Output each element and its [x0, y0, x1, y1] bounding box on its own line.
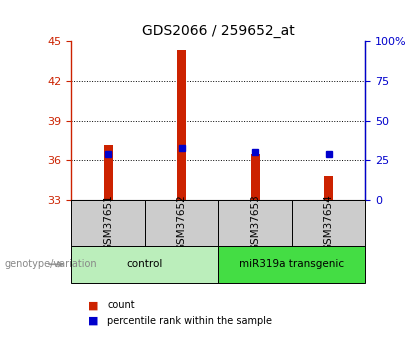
Text: count: count — [107, 300, 135, 310]
Bar — [251, 154, 260, 200]
Bar — [292, 200, 365, 246]
Text: ■: ■ — [88, 300, 102, 310]
Text: GSM37651: GSM37651 — [103, 195, 113, 251]
Text: GSM37654: GSM37654 — [324, 195, 333, 251]
Text: GSM37652: GSM37652 — [177, 195, 186, 251]
Bar — [177, 50, 186, 200]
Text: control: control — [127, 259, 163, 269]
Text: GSM37653: GSM37653 — [250, 195, 260, 251]
Bar — [145, 200, 218, 246]
Bar — [71, 200, 145, 246]
Text: genotype/variation: genotype/variation — [4, 259, 97, 269]
Bar — [324, 176, 333, 200]
Text: ■: ■ — [88, 316, 102, 326]
Bar — [104, 145, 113, 200]
Text: miR319a transgenic: miR319a transgenic — [239, 259, 344, 269]
Bar — [218, 246, 365, 283]
Title: GDS2066 / 259652_at: GDS2066 / 259652_at — [142, 23, 295, 38]
Text: percentile rank within the sample: percentile rank within the sample — [107, 316, 272, 326]
Bar — [218, 200, 292, 246]
Bar — [71, 246, 218, 283]
